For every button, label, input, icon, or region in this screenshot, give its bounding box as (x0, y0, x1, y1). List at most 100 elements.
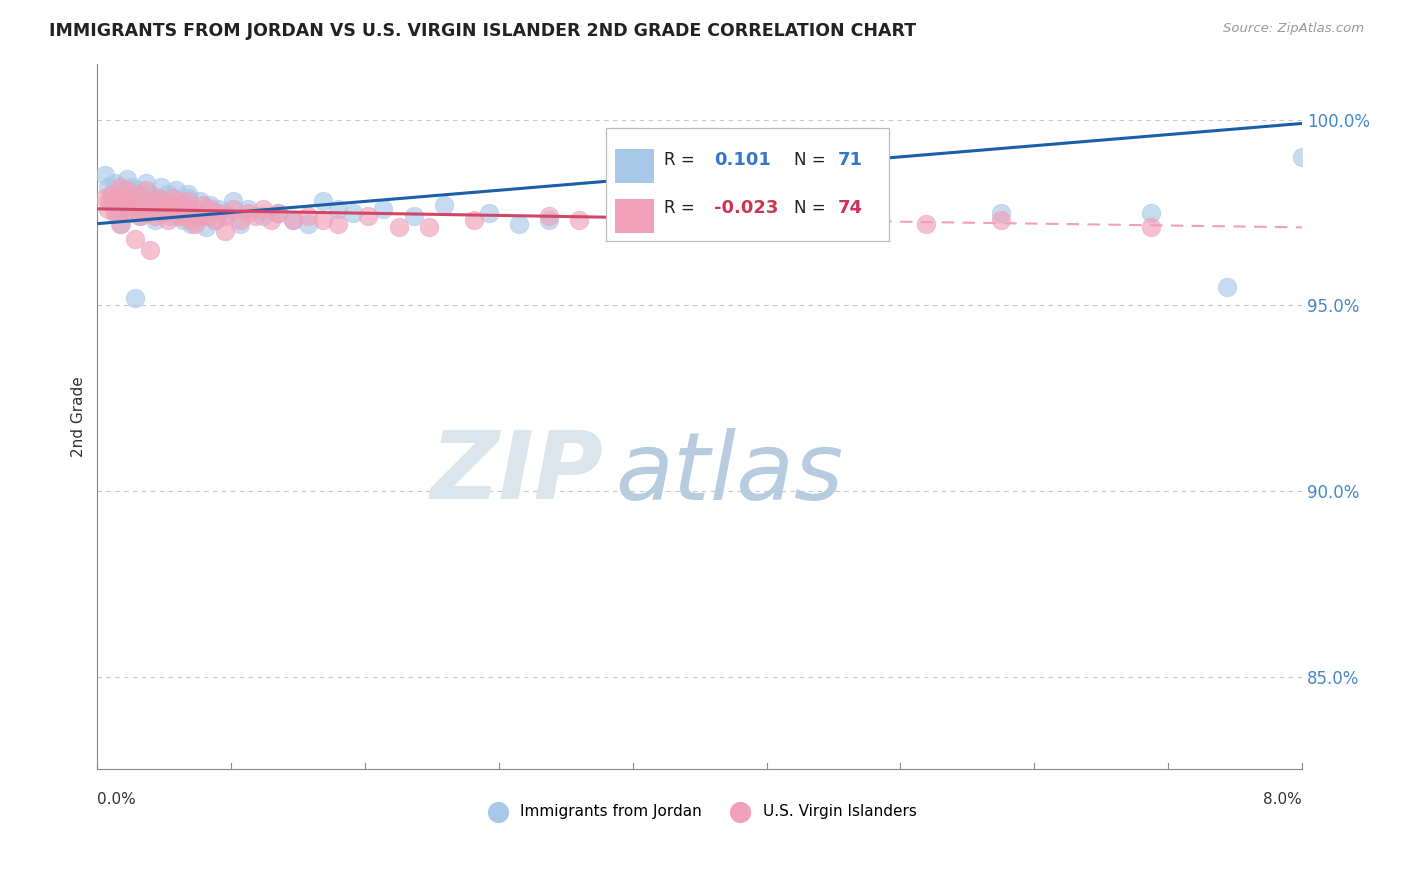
Point (180, 217, 202, 231)
Point (124, 231, 146, 245)
Point (169, 209, 191, 223)
Point (157, 213, 180, 227)
Y-axis label: 2nd Grade: 2nd Grade (72, 376, 86, 457)
Point (173, 202, 195, 216)
Point (478, 205, 501, 219)
Point (143, 213, 166, 227)
Point (105, 205, 128, 219)
Point (281, 213, 304, 227)
Point (127, 183, 149, 197)
Point (149, 179, 172, 194)
Point (139, 194, 162, 209)
Point (166, 194, 188, 209)
Point (463, 213, 485, 227)
Point (259, 213, 281, 227)
Point (150, 205, 173, 219)
Point (108, 183, 131, 197)
Point (172, 198, 194, 212)
Point (104, 205, 127, 219)
Text: atlas: atlas (616, 427, 844, 518)
Point (297, 217, 319, 231)
Point (94, 169, 117, 183)
Point (718, 224, 741, 238)
Point (121, 179, 143, 194)
Point (328, 202, 350, 216)
Point (127, 186, 149, 201)
Point (162, 191, 184, 205)
Point (200, 198, 222, 212)
Point (146, 191, 169, 205)
Point (110, 217, 132, 231)
Point (229, 213, 252, 227)
Point (281, 213, 304, 227)
Point (146, 194, 169, 209)
Point (328, 217, 350, 231)
Point (342, 205, 364, 219)
Point (177, 186, 200, 201)
Point (117, 183, 139, 197)
Point (568, 213, 591, 227)
Point (131, 198, 153, 212)
Point (114, 194, 136, 209)
Text: R =: R = (664, 199, 695, 217)
Point (97, 179, 120, 194)
Point (508, 217, 530, 231)
Point (146, 191, 169, 205)
Point (101, 186, 124, 201)
Point (128, 209, 150, 223)
Point (418, 220, 440, 235)
Point (131, 194, 153, 209)
Point (252, 202, 274, 216)
Point (236, 205, 259, 219)
Point (94, 191, 117, 205)
Point (143, 209, 166, 223)
Point (689, 194, 711, 209)
Point (124, 202, 146, 216)
Point (142, 202, 165, 216)
Point (229, 217, 252, 231)
Point (98, 194, 121, 209)
Text: N =: N = (793, 151, 825, 169)
Point (689, 220, 711, 235)
Point (108, 179, 131, 194)
Point (159, 198, 181, 212)
Text: ZIP: ZIP (430, 427, 603, 519)
Point (139, 186, 162, 201)
Point (613, 202, 636, 216)
Point (162, 198, 184, 212)
Point (312, 194, 335, 209)
Text: N =: N = (793, 199, 825, 217)
Point (120, 205, 142, 219)
Point (222, 194, 245, 209)
Text: 0.101: 0.101 (714, 151, 770, 169)
Point (153, 194, 176, 209)
Point (184, 205, 207, 219)
Text: R =: R = (664, 151, 695, 169)
Point (236, 202, 259, 216)
Point (194, 220, 217, 235)
Point (117, 172, 139, 186)
Point (387, 220, 409, 235)
Point (613, 217, 636, 231)
Point (252, 209, 274, 223)
Point (1140, 205, 1163, 219)
Point (131, 198, 153, 212)
Point (538, 209, 561, 223)
Point (124, 191, 146, 205)
Point (214, 209, 236, 223)
Text: IMMIGRANTS FROM JORDAN VS U.S. VIRGIN ISLANDER 2ND GRADE CORRELATION CHART: IMMIGRANTS FROM JORDAN VS U.S. VIRGIN IS… (49, 22, 917, 40)
Point (1291, 150, 1313, 164)
Point (159, 209, 181, 223)
Point (839, 194, 862, 209)
Point (157, 186, 180, 201)
Point (312, 213, 335, 227)
Point (267, 205, 290, 219)
Point (121, 194, 143, 209)
Point (110, 202, 132, 216)
Point (222, 202, 245, 216)
Point (194, 209, 217, 223)
Point (149, 205, 172, 219)
Point (1140, 220, 1163, 235)
Point (97, 202, 120, 216)
Point (172, 213, 194, 227)
